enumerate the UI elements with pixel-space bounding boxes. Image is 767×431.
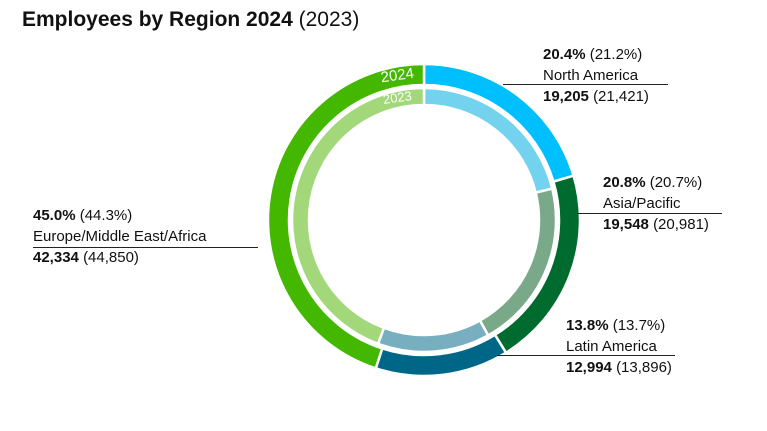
label-latin-america: 13.8% (13.7%) Latin America 12,994 (13,8… xyxy=(497,315,675,378)
inner-ring-label: 2023 xyxy=(382,88,413,107)
slice-2023-europe-middle-east-africa xyxy=(290,86,426,346)
label-asia-pacific: 20.8% (20.7%) Asia/Pacific 19,548 (20,98… xyxy=(577,172,722,235)
label-emea: 45.0% (44.3%) Europe/Middle East/Africa … xyxy=(33,205,258,268)
outer-ring-label: 2024 xyxy=(380,65,415,86)
leader-line xyxy=(503,84,668,85)
label-north-america: 20.4% (21.2%) North America 19,205 (21,4… xyxy=(503,44,668,107)
leader-line xyxy=(497,355,675,356)
leader-line xyxy=(577,213,722,214)
chart-title: Employees by Region 2024 (2023) xyxy=(22,8,360,31)
leader-line xyxy=(33,247,258,248)
slice-2024-europe-middle-east-africa xyxy=(266,62,426,370)
